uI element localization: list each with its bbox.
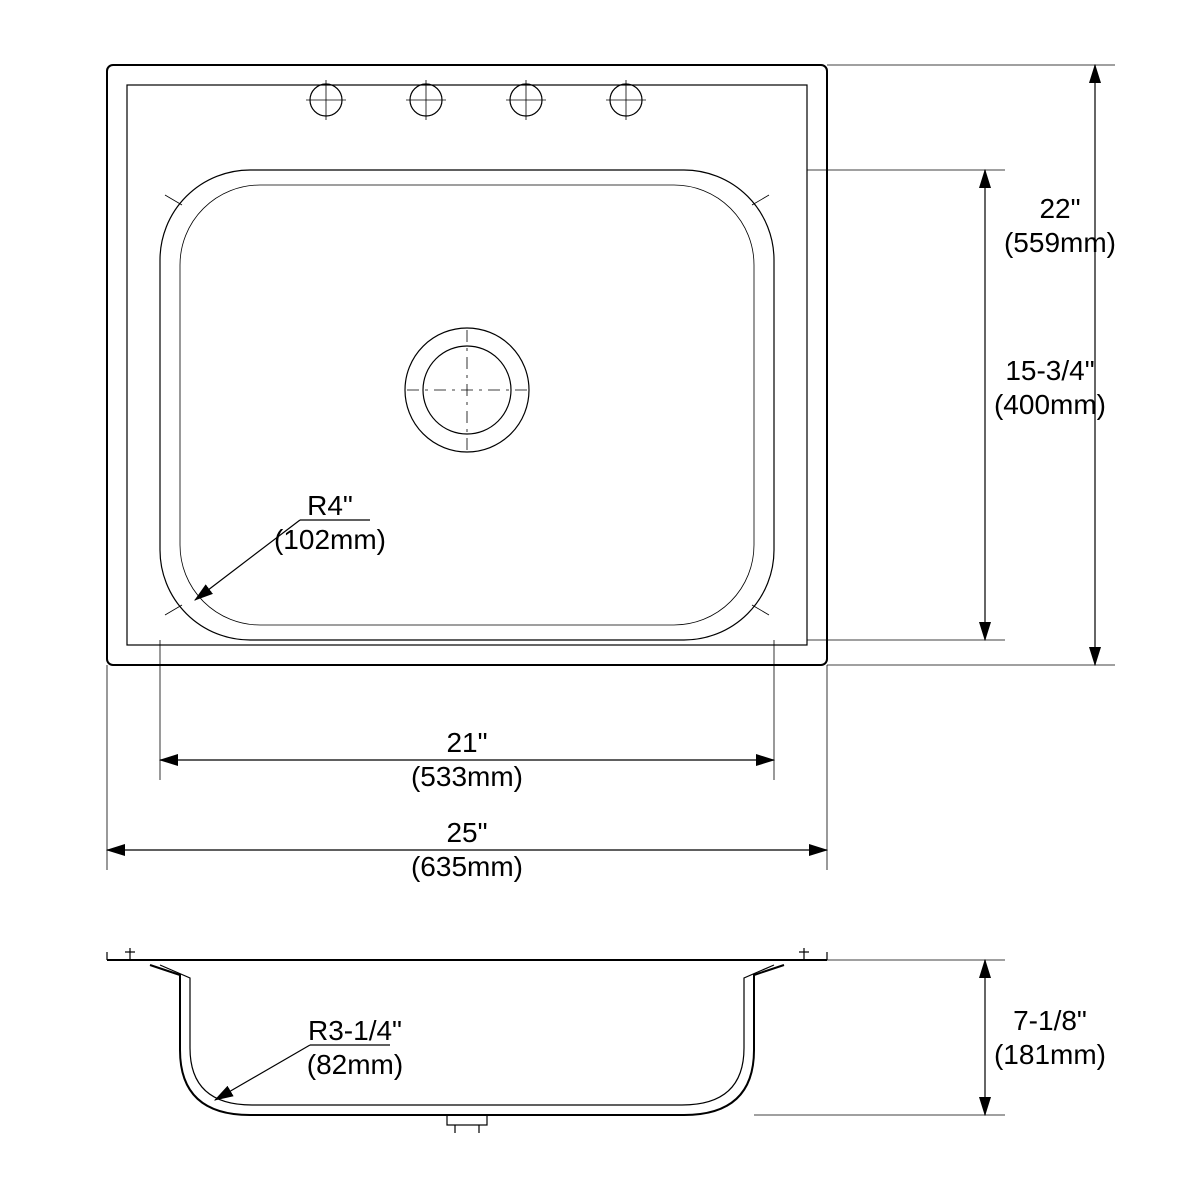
radius-side-leader: R3-1/4" (82mm)	[215, 1015, 403, 1100]
drain	[405, 328, 529, 452]
faucet-holes	[306, 80, 646, 120]
dim-width-overall-metric: (635mm)	[411, 851, 523, 882]
dim-height-overall-imperial: 22"	[1039, 193, 1080, 224]
technical-drawing: 22" (559mm) 15-3/4" (400mm) 21" (533mm) …	[0, 0, 1200, 1200]
dim-radius-side-metric: (82mm)	[307, 1049, 403, 1080]
dim-depth-imperial: 7-1/8"	[1013, 1005, 1087, 1036]
radius-top-leader: R4" (102mm)	[195, 490, 386, 600]
dim-radius-top-metric: (102mm)	[274, 524, 386, 555]
dim-height-basin-metric: (400mm)	[994, 389, 1106, 420]
side-view	[107, 948, 827, 1133]
dim-height-overall-metric: (559mm)	[1004, 227, 1116, 258]
dim-width-basin-metric: (533mm)	[411, 761, 523, 792]
dim-width-overall-imperial: 25"	[446, 817, 487, 848]
dim-height-basin-imperial: 15-3/4"	[1005, 355, 1094, 386]
top-view	[107, 65, 827, 665]
dim-depth-metric: (181mm)	[994, 1039, 1106, 1070]
dim-radius-top-imperial: R4"	[307, 490, 353, 521]
dim-width-basin-imperial: 21"	[446, 727, 487, 758]
dim-radius-side-imperial: R3-1/4"	[308, 1015, 402, 1046]
